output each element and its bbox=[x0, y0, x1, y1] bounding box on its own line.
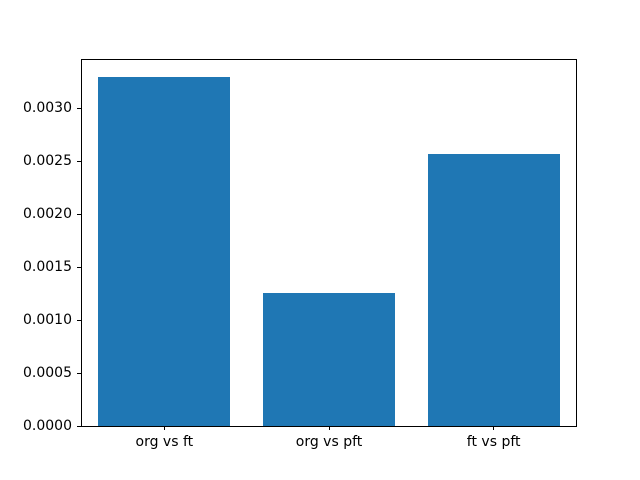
x-tick-mark bbox=[163, 426, 165, 430]
y-tick-mark bbox=[77, 107, 81, 109]
bar-org-vs-pft bbox=[263, 292, 395, 426]
x-axis-tick-label: org vs ft bbox=[135, 434, 194, 450]
y-axis-tick-label: 0.0025 bbox=[23, 153, 72, 170]
y-tick-mark bbox=[77, 425, 81, 427]
y-axis-tick-label: 0.0005 bbox=[23, 365, 72, 382]
y-axis-tick-label: 0.0000 bbox=[23, 418, 72, 434]
y-axis-tick-label: 0.0015 bbox=[23, 259, 72, 276]
y-tick-mark bbox=[77, 266, 81, 268]
x-axis-tick-label: ft vs pft bbox=[466, 434, 521, 450]
y-axis-tick-label: 0.0030 bbox=[23, 100, 72, 117]
y-tick-mark bbox=[77, 213, 81, 215]
y-tick-mark bbox=[77, 319, 81, 321]
y-tick-mark bbox=[77, 372, 81, 374]
bar-ft-vs-pft bbox=[427, 153, 560, 426]
x-tick-mark bbox=[328, 426, 330, 430]
y-axis-tick-label: 0.0020 bbox=[23, 206, 72, 223]
y-tick-mark bbox=[77, 160, 81, 162]
bar-org-vs-ft bbox=[98, 77, 231, 426]
y-axis-tick-label: 0.0010 bbox=[23, 312, 72, 329]
plot-area: 0.0000 0.0005 0.0010 0.0015 0.0020 0.0025 0.00… bbox=[23, 59, 577, 450]
x-axis-tick-label: org vs pft bbox=[295, 434, 363, 450]
x-tick-mark bbox=[493, 426, 495, 430]
